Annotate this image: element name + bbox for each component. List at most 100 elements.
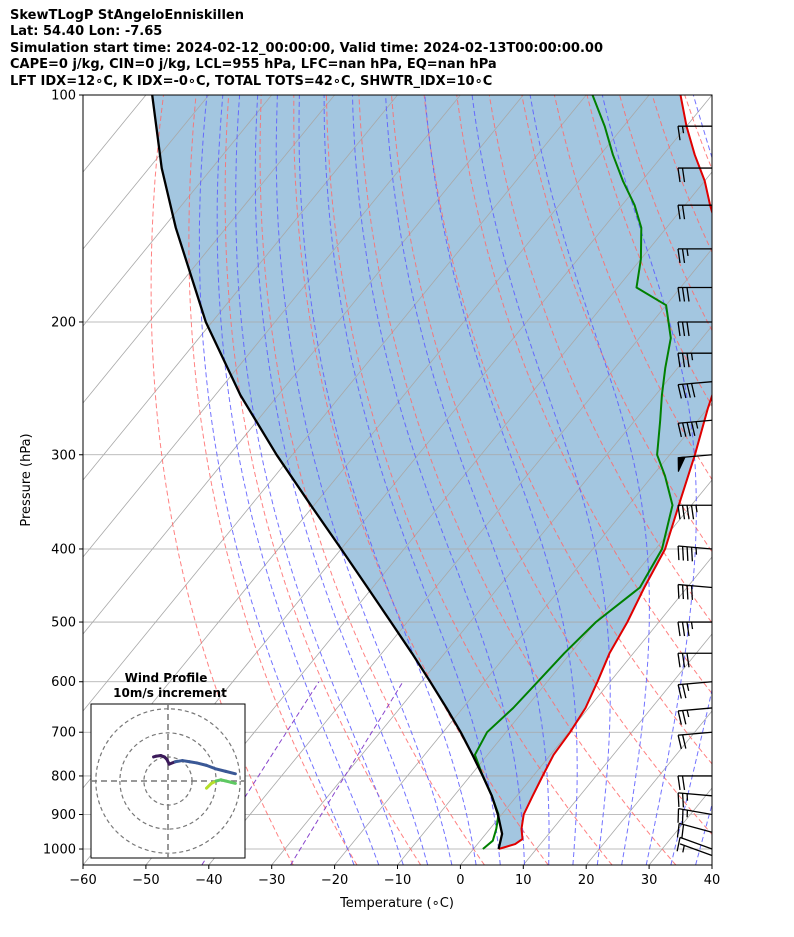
wind-barb <box>676 836 713 852</box>
barb-flag <box>681 710 687 725</box>
barb-flag <box>681 793 685 808</box>
barb-shaft <box>678 807 713 816</box>
barb-flag <box>690 585 693 600</box>
x-tick-label: 40 <box>704 873 721 888</box>
barb-flag <box>686 585 689 600</box>
barb-flag <box>681 422 687 437</box>
wind-barb <box>677 792 713 808</box>
barb-flag <box>681 167 686 183</box>
hodograph-segment <box>205 763 218 771</box>
hodograph-segment <box>224 769 237 776</box>
wind-barb <box>679 843 713 857</box>
hodograph-plot <box>91 704 245 858</box>
barb-flag <box>677 621 681 637</box>
wind-barb <box>677 775 712 791</box>
wind-barb <box>677 652 712 668</box>
dry-adiabat <box>717 95 794 865</box>
dry-adiabat <box>423 95 712 765</box>
wind-barb <box>677 321 712 337</box>
chart-header: SkewTLogP StAngeloEnniskillen Lat: 54.40… <box>10 8 790 90</box>
wind-barb <box>677 167 712 183</box>
barb-flag <box>690 383 696 398</box>
moist-adiabat <box>323 95 501 865</box>
y-tick-label: 800 <box>51 769 76 784</box>
wind-barb <box>677 204 712 220</box>
wind-barb <box>677 681 713 699</box>
barb-flag <box>676 823 680 838</box>
barb-flag <box>677 353 681 368</box>
isotherm <box>83 95 461 558</box>
barb-shaft <box>678 707 713 712</box>
wind-barb <box>677 731 713 750</box>
parcel-line <box>151 95 504 850</box>
barb-flag <box>690 421 696 436</box>
moist-adiabat <box>720 95 794 865</box>
x-tick-label: −10 <box>384 873 411 888</box>
barb-flag <box>677 126 681 141</box>
wind-barb <box>677 621 712 637</box>
barb-half-flag <box>695 421 699 429</box>
wind-barb <box>677 583 713 600</box>
hodograph-segment <box>214 767 228 773</box>
barb-flag <box>681 824 685 839</box>
barb-flag <box>686 353 690 368</box>
wind-barb <box>677 352 712 368</box>
x-tick-label: −60 <box>69 873 96 888</box>
x-axis-label: Temperature (∘C) <box>339 896 454 911</box>
dry-adiabat <box>259 95 485 865</box>
dry-adiabat <box>358 95 677 865</box>
wind-barb <box>677 807 713 824</box>
barb-half-flag <box>686 709 690 718</box>
barb-shaft <box>678 419 713 424</box>
barb-flag <box>676 837 681 852</box>
isotherm <box>522 633 712 865</box>
barb-flag <box>681 205 686 220</box>
moist-adiabat <box>235 95 404 865</box>
barb-flag <box>681 684 687 699</box>
barb-half-flag <box>690 621 694 630</box>
y-tick-label: 500 <box>51 616 76 631</box>
barb-half-flag <box>681 126 685 134</box>
barb-shaft <box>679 843 713 857</box>
barb-flag <box>681 384 687 399</box>
y-tick-label: 100 <box>51 89 76 104</box>
barb-half-flag <box>695 505 698 513</box>
barb-flag <box>686 383 691 398</box>
dry-adiabat <box>750 95 794 865</box>
isotherm <box>271 325 712 865</box>
wind-barb <box>677 248 712 264</box>
barb-shaft <box>678 681 713 686</box>
barb-flag <box>677 735 682 750</box>
dry-adiabat <box>521 95 712 553</box>
y-tick-label: 300 <box>51 448 76 463</box>
wind-barb <box>677 419 713 438</box>
dry-adiabat <box>325 95 613 865</box>
barb-flag <box>677 167 681 183</box>
dry-adiabat <box>293 95 549 865</box>
barb-flag <box>681 775 686 791</box>
chart-title: SkewTLogP StAngeloEnniskillen <box>10 8 244 23</box>
barb-shaft <box>678 381 713 386</box>
cape-line: CAPE=0 j/kg, CIN=0 j/kg, LCL=955 hPa, LF… <box>10 57 497 73</box>
hodograph-subtitle: 10m/s increment <box>113 686 227 700</box>
isotherm <box>83 95 335 404</box>
barb-flag <box>677 545 680 561</box>
barb-flag <box>677 684 682 699</box>
isotherm <box>83 95 84 96</box>
wind-barb <box>677 545 713 562</box>
moist-adiabat <box>385 95 550 865</box>
hodograph-title: Wind Profile <box>125 671 208 685</box>
barb-flag <box>686 287 690 302</box>
moist-adiabat <box>352 95 525 865</box>
x-tick-label: 30 <box>641 873 658 888</box>
isotherm <box>460 556 712 865</box>
x-tick-label: 20 <box>578 873 595 888</box>
isotherm <box>711 864 712 865</box>
moist-adiabat <box>216 95 380 865</box>
barb-flag <box>690 505 695 520</box>
dry-adiabat <box>224 95 422 865</box>
x-tick-label: −50 <box>132 873 159 888</box>
barb-flag <box>686 505 690 520</box>
barb-flag <box>677 423 682 438</box>
